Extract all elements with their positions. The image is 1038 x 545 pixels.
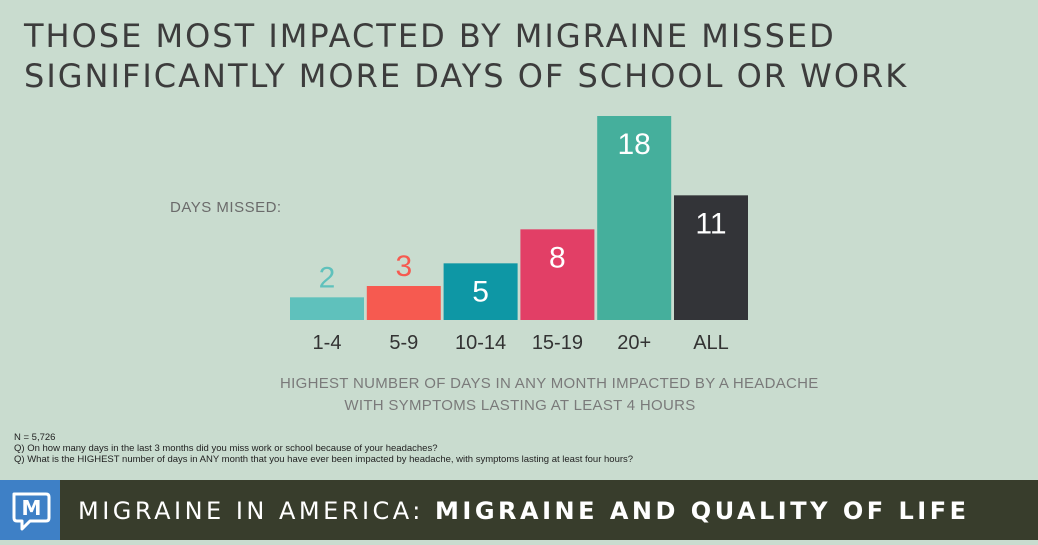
footer-banner: M MIGRAINE IN AMERICA: MIGRAINE AND QUAL… (0, 480, 1038, 540)
data-label-1-4: 2 (319, 261, 336, 294)
x-tick-15-19: 15-19 (532, 332, 583, 354)
bar-1-4 (290, 297, 364, 320)
footer-title-thin: MIGRAINE IN AMERICA: (78, 497, 424, 525)
bar-5-9 (366, 286, 441, 320)
bar-20plus (597, 116, 672, 320)
footer-title-bold: MIGRAINE AND QUALITY OF LIFE (435, 497, 970, 525)
x-tick-1-4: 1-4 (313, 332, 342, 354)
bar-chart: 2 1-4 3 5-9 5 10-14 8 15-19 18 20+ 11 ALL (290, 116, 748, 354)
x-axis-title: HIGHEST NUMBER OF DAYS IN ANY MONTH IMPA… (280, 373, 819, 417)
logo-letter: M (22, 496, 42, 520)
x-tick-20plus: 20+ (617, 332, 651, 354)
x-tick-10-14: 10-14 (455, 332, 506, 354)
chart-title: THOSE MOST IMPACTED BY MIGRAINE MISSED S… (24, 16, 908, 96)
x-axis-title-line-2: WITH SYMPTOMS LASTING AT LEAST 4 HOURS (344, 397, 696, 414)
survey-notes: N = 5,726 Q) On how many days in the las… (14, 432, 633, 465)
data-label-20plus: 18 (618, 128, 651, 161)
sample-size: N = 5,726 (14, 432, 56, 443)
data-label-10-14: 5 (472, 275, 489, 308)
bar-all (674, 195, 748, 320)
brand-logo-icon: M (0, 480, 60, 540)
question-1: Q) On how many days in the last 3 months… (14, 443, 438, 454)
data-label-15-19: 8 (549, 241, 566, 274)
title-line-1: THOSE MOST IMPACTED BY MIGRAINE MISSED (24, 17, 836, 55)
bar-15-19 (520, 229, 595, 320)
data-label-5-9: 3 (395, 250, 412, 283)
x-tick-all: ALL (693, 332, 729, 354)
bar-10-14 (443, 263, 518, 320)
question-2: Q) What is the HIGHEST number of days in… (14, 454, 634, 465)
x-tick-5-9: 5-9 (389, 332, 418, 354)
footer-title: MIGRAINE IN AMERICA: MIGRAINE AND QUALIT… (78, 497, 970, 525)
data-label-all: 11 (695, 207, 726, 240)
title-line-2: SIGNIFICANTLY MORE DAYS OF SCHOOL OR WOR… (24, 57, 909, 95)
y-axis-label: DAYS MISSED: (170, 199, 282, 216)
x-axis-title-line-1: HIGHEST NUMBER OF DAYS IN ANY MONTH IMPA… (280, 375, 819, 392)
